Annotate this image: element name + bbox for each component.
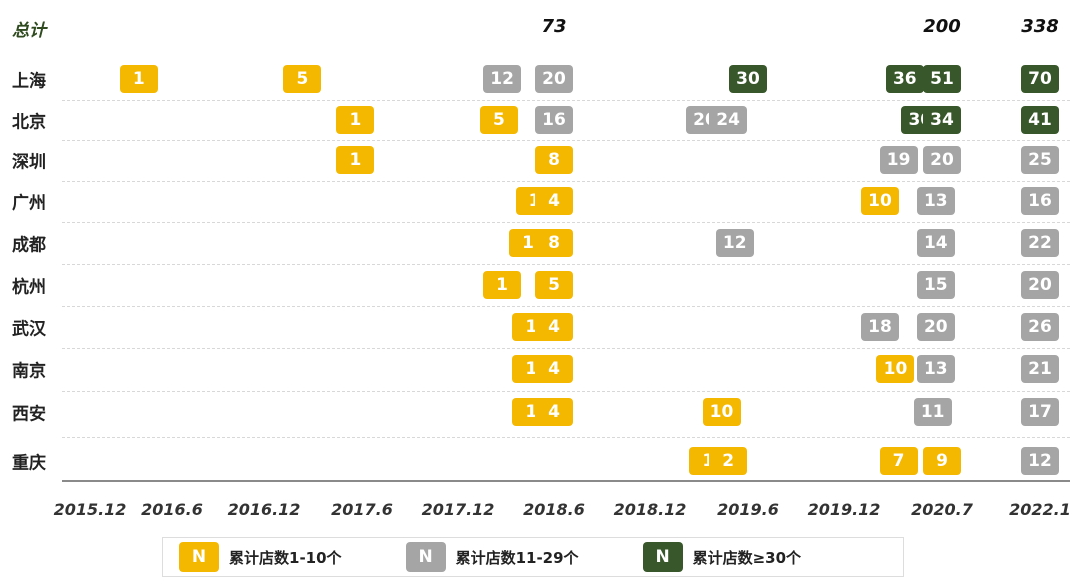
row-divider — [62, 436, 1070, 438]
store-count-badge: 4 — [535, 313, 573, 341]
legend-text-high: 累计店数≥30个 — [692, 548, 802, 567]
store-count-badge: 2 — [709, 447, 748, 475]
city-label: 上海 — [12, 71, 46, 92]
row-divider — [62, 348, 1070, 349]
store-count-badge: 20 — [923, 146, 961, 174]
x-tick-label: 2015.12 — [53, 500, 127, 519]
city-label: 北京 — [12, 112, 46, 133]
store-count-badge: 17 — [1021, 398, 1059, 426]
row-divider — [62, 140, 1070, 141]
store-count-badge: 26 — [1021, 313, 1059, 341]
store-count-badge: 15 — [916, 271, 955, 299]
store-count-badge: 11 — [913, 398, 952, 426]
x-tick-label: 2022.1 — [1009, 500, 1071, 519]
store-count-badge: 20 — [916, 313, 955, 341]
x-axis-line — [62, 480, 1070, 482]
store-count-badge: 19 — [879, 146, 918, 174]
store-count-badge: 70 — [1021, 65, 1059, 93]
row-divider — [62, 306, 1070, 307]
store-count-badge: 16 — [535, 106, 573, 134]
city-label: 重庆 — [12, 453, 46, 474]
store-count-badge: 4 — [535, 187, 573, 215]
store-count-badge: 10 — [876, 355, 915, 383]
x-tick-label: 2017.12 — [421, 500, 495, 519]
city-label: 深圳 — [12, 152, 46, 173]
store-count-badge: 1 — [336, 106, 375, 134]
store-count-badge: 14 — [916, 229, 955, 257]
x-tick-label: 2020.7 — [911, 500, 973, 519]
city-label: 杭州 — [12, 277, 46, 298]
x-tick-label: 2018.12 — [613, 500, 687, 519]
x-tick-label: 2018.6 — [523, 500, 585, 519]
store-count-badge: 25 — [1021, 146, 1059, 174]
store-count-badge: 12 — [1021, 447, 1059, 475]
legend-swatch-high: N — [642, 542, 683, 572]
store-count-badge: 8 — [535, 146, 573, 174]
total-value: 200 — [923, 16, 961, 37]
x-tick-label: 2016.6 — [141, 500, 203, 519]
total-value: 73 — [541, 16, 567, 37]
legend-item-high: N 累计店数≥30个 — [642, 542, 802, 572]
legend-item-low: N 累计店数1-10个 — [179, 542, 342, 572]
store-count-badge: 4 — [535, 398, 573, 426]
store-count-badge: 1 — [483, 271, 522, 299]
legend-item-mid: N 累计店数11-29个 — [405, 542, 579, 572]
x-tick-label: 2016.12 — [227, 500, 301, 519]
row-divider — [62, 390, 1070, 392]
store-count-badge: 5 — [479, 106, 518, 134]
total-value: 338 — [1021, 16, 1059, 37]
store-count-badge: 16 — [1021, 187, 1059, 215]
store-count-badge: 1 — [119, 65, 158, 93]
store-count-badge: 12 — [715, 229, 754, 257]
x-tick-label: 2019.6 — [717, 500, 779, 519]
legend-text-mid: 累计店数11-29个 — [455, 548, 579, 567]
store-count-badge: 10 — [702, 398, 741, 426]
city-label: 广州 — [12, 193, 46, 214]
x-tick-label: 2019.12 — [807, 500, 881, 519]
store-count-badge: 5 — [283, 65, 322, 93]
store-count-badge: 20 — [1021, 271, 1059, 299]
x-tick-label: 2017.6 — [331, 500, 393, 519]
store-count-badge: 1 — [336, 146, 375, 174]
store-count-badge: 30 — [729, 65, 767, 93]
legend-text-low: 累计店数1-10个 — [229, 548, 342, 567]
city-label: 南京 — [12, 361, 46, 382]
store-count-badge: 13 — [916, 355, 955, 383]
store-count-badge: 36 — [885, 65, 924, 93]
legend-swatch-mid: N — [405, 542, 446, 572]
store-count-badge: 20 — [535, 65, 573, 93]
store-count-badge: 7 — [879, 447, 918, 475]
city-label: 成都 — [12, 235, 46, 256]
store-count-badge: 51 — [923, 65, 961, 93]
store-count-badge: 4 — [535, 355, 573, 383]
store-count-badge: 12 — [483, 65, 522, 93]
store-count-badge: 5 — [535, 271, 573, 299]
row-divider — [62, 99, 1070, 101]
store-count-badge: 10 — [860, 187, 899, 215]
store-count-badge: 18 — [860, 313, 899, 341]
store-count-badge: 8 — [535, 229, 573, 257]
legend: N 累计店数1-10个 N 累计店数11-29个 N 累计店数≥30个 — [162, 537, 904, 577]
row-divider — [62, 222, 1070, 223]
store-count-badge: 21 — [1021, 355, 1059, 383]
store-count-badge: 34 — [923, 106, 961, 134]
store-count-badge: 24 — [709, 106, 748, 134]
city-label: 西安 — [12, 404, 46, 425]
total-label: 总计 — [12, 21, 46, 41]
row-divider — [62, 180, 1070, 182]
store-count-badge: 13 — [916, 187, 955, 215]
row-divider — [62, 264, 1070, 265]
city-label: 武汉 — [12, 319, 46, 340]
store-count-badge: 9 — [923, 447, 961, 475]
store-count-badge: 41 — [1021, 106, 1059, 134]
legend-swatch-low: N — [179, 542, 219, 572]
store-count-badge: 22 — [1021, 229, 1059, 257]
